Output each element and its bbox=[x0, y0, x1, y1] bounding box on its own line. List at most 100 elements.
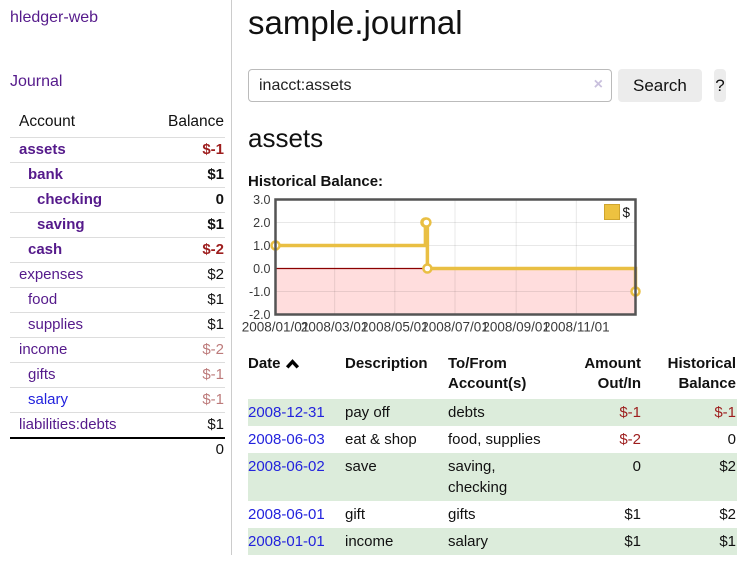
svg-text:0.0: 0.0 bbox=[253, 262, 270, 276]
account-row: checking 0 bbox=[10, 187, 225, 213]
svg-text:2008/11/01: 2008/11/01 bbox=[543, 320, 610, 335]
search-button[interactable]: Search bbox=[618, 69, 702, 102]
register-header-amount: Amount Out/In bbox=[584, 355, 641, 392]
transaction-balance: $1 bbox=[719, 533, 736, 550]
transaction-date-link[interactable]: 2008-06-01 bbox=[248, 506, 325, 523]
table-row: 2008-06-02 save saving, checking 0 $2 bbox=[248, 453, 737, 501]
chart-canvas: $3.0 2.0 1.0 0.0 -1.0 -2.02008/01/012008/03/0… bbox=[242, 193, 641, 335]
transaction-amount: $1 bbox=[624, 533, 641, 550]
accounts-header-row: Account Balance bbox=[10, 110, 225, 138]
account-balance: $1 bbox=[207, 216, 224, 233]
account-link[interactable]: bank bbox=[28, 166, 64, 183]
svg-text:2008/01/01: 2008/01/01 bbox=[242, 320, 310, 335]
accounts-total-row: 0 bbox=[10, 437, 225, 461]
main-content: sample.journal × Search ? assets Histori… bbox=[232, 0, 737, 555]
account-balance: 0 bbox=[215, 191, 224, 208]
account-link[interactable]: cash bbox=[28, 241, 63, 258]
search-row: × Search ? bbox=[248, 69, 726, 102]
transaction-accounts: saving, checking bbox=[448, 458, 508, 496]
account-link[interactable]: expenses bbox=[19, 266, 84, 283]
register-header-description: Description bbox=[345, 355, 428, 372]
account-link[interactable]: assets bbox=[19, 141, 66, 158]
transaction-accounts: gifts bbox=[448, 506, 476, 523]
account-row: salary $-1 bbox=[10, 387, 225, 413]
transaction-date-link[interactable]: 2008-12-31 bbox=[248, 404, 325, 421]
search-input[interactable] bbox=[248, 69, 612, 102]
transaction-description: gift bbox=[345, 506, 366, 523]
account-link[interactable]: income bbox=[19, 341, 68, 358]
account-link[interactable]: salary bbox=[28, 391, 69, 408]
transaction-balance: $-1 bbox=[714, 404, 736, 421]
transaction-balance: $2 bbox=[719, 506, 736, 523]
transaction-description: income bbox=[345, 533, 394, 550]
transaction-description: pay off bbox=[345, 404, 390, 421]
transaction-amount: $-2 bbox=[619, 431, 641, 448]
sort-ascending-icon bbox=[285, 355, 300, 375]
account-balance: $-1 bbox=[202, 141, 224, 158]
account-row: cash $-2 bbox=[10, 237, 225, 263]
transaction-balance: $2 bbox=[719, 458, 736, 475]
account-row: food $1 bbox=[10, 287, 225, 313]
transaction-amount: 0 bbox=[632, 458, 641, 475]
account-link[interactable]: checking bbox=[37, 191, 103, 208]
register-header-balance: Historical Balance bbox=[667, 355, 736, 392]
transaction-description: save bbox=[345, 458, 377, 475]
account-link[interactable]: gifts bbox=[28, 366, 56, 383]
transaction-accounts: salary bbox=[448, 533, 489, 550]
account-link[interactable]: liabilities:debts bbox=[19, 416, 117, 433]
table-row: 2008-06-01 gift gifts $1 $2 bbox=[248, 501, 737, 528]
chart-title: Historical Balance: bbox=[248, 173, 384, 190]
account-row: liabilities:debts $1 bbox=[10, 412, 225, 439]
svg-text:2008/09/01: 2008/09/01 bbox=[482, 320, 550, 335]
accounts-header-account: Account bbox=[19, 113, 76, 130]
transaction-date-link[interactable]: 2008-06-02 bbox=[248, 458, 325, 475]
table-row: 2008-01-01 income salary $1 $1 bbox=[248, 528, 737, 555]
account-row: bank $1 bbox=[10, 162, 225, 188]
transaction-accounts: food, supplies bbox=[448, 431, 541, 448]
transaction-description: eat & shop bbox=[345, 431, 417, 448]
historical-balance-chart[interactable]: $3.0 2.0 1.0 0.0 -1.0 -2.0 2008/01/01 2008/03/0… bbox=[242, 193, 726, 345]
search-box: × bbox=[248, 69, 612, 102]
svg-text:2008/03/01: 2008/03/01 bbox=[301, 320, 369, 335]
table-row: 2008-06-03 eat & shop food, supplies $-2 0 bbox=[248, 426, 737, 453]
register-header-row: Date Description To/From Account(s) Amou… bbox=[248, 352, 737, 399]
accounts-total-value: 0 bbox=[150, 437, 225, 461]
clear-search-icon[interactable]: × bbox=[593, 76, 603, 93]
account-row: supplies $1 bbox=[10, 312, 225, 338]
svg-text:2.0: 2.0 bbox=[253, 216, 270, 230]
transaction-date-link[interactable]: 2008-01-01 bbox=[248, 533, 325, 550]
svg-text:-1.0: -1.0 bbox=[249, 285, 271, 299]
accounts-total-spacer bbox=[10, 437, 151, 461]
sidebar: hledger-web Journal Account Balance asse… bbox=[0, 0, 232, 555]
account-link[interactable]: saving bbox=[37, 216, 85, 233]
account-balance: $-2 bbox=[202, 241, 224, 258]
table-row: 2008-12-31 pay off debts $-1 $-1 bbox=[248, 399, 737, 426]
svg-text:$: $ bbox=[623, 205, 631, 220]
account-link[interactable]: supplies bbox=[28, 316, 84, 333]
account-balance: $1 bbox=[207, 166, 224, 183]
account-balance: $2 bbox=[207, 266, 224, 283]
help-button[interactable]: ? bbox=[713, 69, 726, 102]
register-header-accounts: To/From Account(s) bbox=[448, 355, 527, 392]
svg-text:2008/05/01: 2008/05/01 bbox=[361, 320, 429, 335]
account-row: assets $-1 bbox=[10, 137, 225, 163]
app-window: hledger-web Journal Account Balance asse… bbox=[0, 0, 737, 555]
accounts-header-balance: Balance bbox=[167, 113, 224, 130]
account-row: saving $1 bbox=[10, 212, 225, 238]
transaction-accounts: debts bbox=[448, 404, 485, 421]
account-heading: assets bbox=[248, 123, 324, 153]
account-balance: $-2 bbox=[202, 341, 224, 358]
transaction-date-link[interactable]: 2008-06-03 bbox=[248, 431, 325, 448]
svg-text:-2.0: -2.0 bbox=[249, 308, 271, 322]
account-balance: $-1 bbox=[202, 366, 224, 383]
transaction-amount: $1 bbox=[624, 506, 641, 523]
account-row: expenses $2 bbox=[10, 262, 225, 288]
transaction-balance: 0 bbox=[727, 431, 736, 448]
app-title-link[interactable]: hledger-web bbox=[10, 9, 99, 26]
account-balance: $1 bbox=[207, 316, 224, 333]
account-link[interactable]: food bbox=[28, 291, 58, 308]
register-header-date[interactable]: Date bbox=[248, 352, 345, 399]
account-balance: $-1 bbox=[202, 391, 224, 408]
register-table: Date Description To/From Account(s) Amou… bbox=[248, 352, 737, 555]
sidebar-item-journal[interactable]: Journal bbox=[10, 73, 63, 90]
